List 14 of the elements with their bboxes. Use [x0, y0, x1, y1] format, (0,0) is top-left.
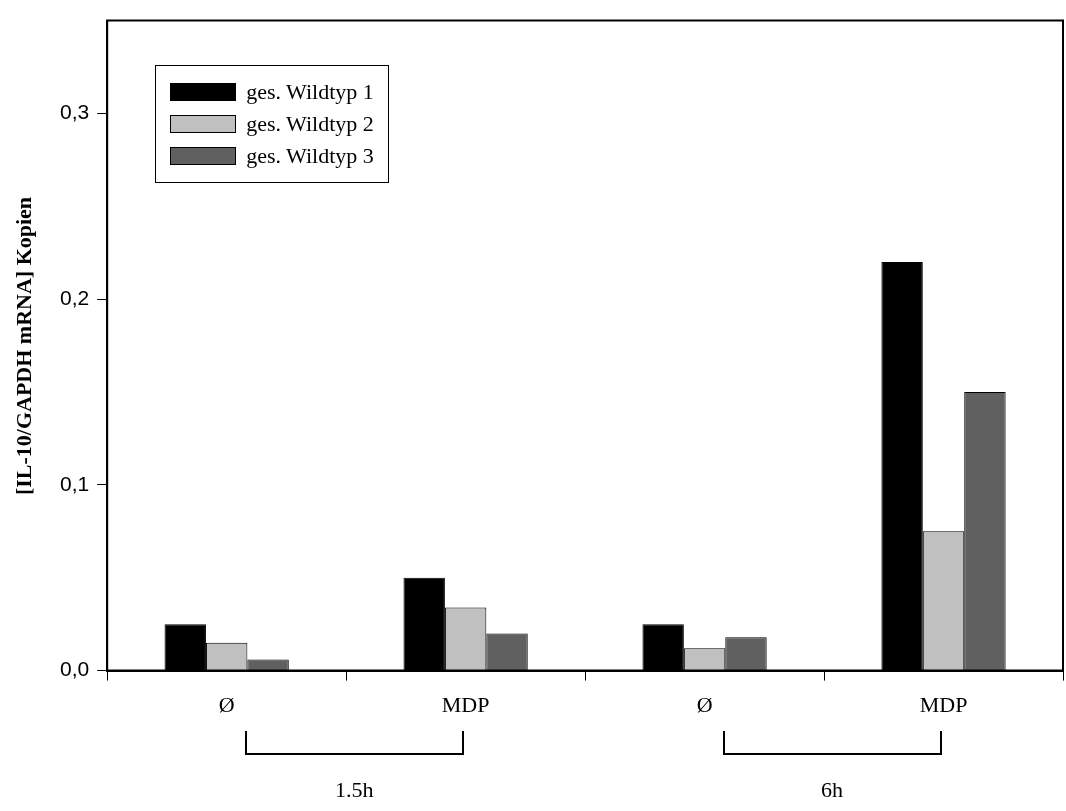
- y-tick-label: 0,2: [59, 285, 90, 309]
- x-tick-label: Ø: [696, 691, 713, 717]
- x-tick-label: MDP: [919, 691, 968, 717]
- legend-label: ges. Wildtyp 3: [246, 142, 374, 169]
- y-axis-title: [IL-10/GAPDH mRNA] Kopien: [11, 196, 37, 495]
- text: 1.5h: [334, 776, 374, 803]
- legend-label: ges. Wildtyp 2: [246, 110, 374, 137]
- legend-label: ges. Wildtyp 1: [246, 78, 374, 105]
- y-tick-label: 0,1: [59, 471, 90, 495]
- x-tick-label: MDP: [441, 691, 490, 717]
- x-tick-label: Ø: [218, 691, 235, 717]
- text: 6h: [821, 776, 844, 803]
- y-tick-label: 0,3: [59, 100, 90, 124]
- y-tick-label: 0,0: [59, 657, 90, 681]
